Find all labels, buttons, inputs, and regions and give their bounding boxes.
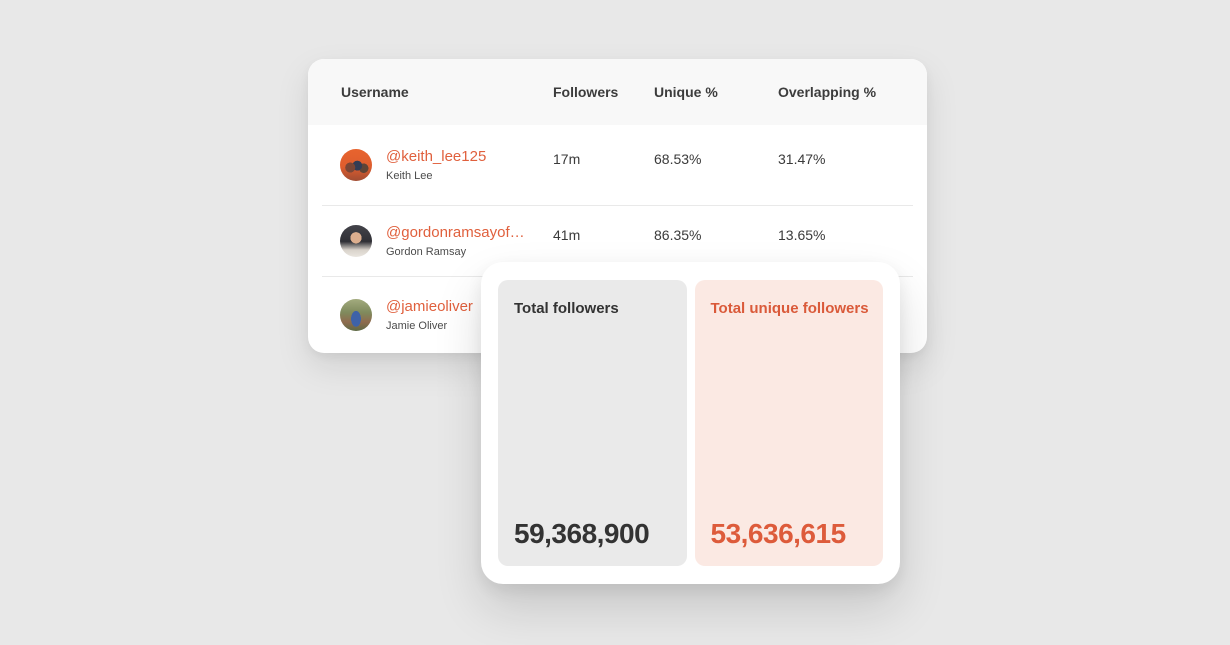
- column-header-followers: Followers: [553, 84, 619, 100]
- total-unique-followers-value: 53,636,615: [710, 518, 847, 549]
- avatar-gordon-ramsay: [340, 225, 372, 257]
- overlapping-pct-cell: 31.47%: [778, 151, 826, 167]
- total-followers-label: Total followers: [514, 300, 619, 317]
- followers-comparison-table-card: Username Followers Unique % Overlapping …: [308, 59, 927, 353]
- unique-pct-cell: 86.35%: [654, 227, 702, 243]
- table-row: @jamieoliver Jamie Oliver: [308, 277, 927, 353]
- table-header: Username Followers Unique % Overlapping …: [308, 59, 927, 125]
- total-unique-followers-label: Total unique followers: [710, 300, 869, 317]
- display-name: Jamie Oliver: [386, 320, 448, 332]
- unique-pct-cell: 68.53%: [654, 151, 702, 167]
- column-header-overlapping-pct: Overlapping %: [778, 84, 877, 100]
- username-link[interactable]: @keith_lee125: [386, 148, 487, 165]
- total-unique-followers-panel: Total unique followers 53,636,615: [694, 280, 883, 566]
- user-name-cell: @gordonramsayof… Gordon Ramsay: [386, 224, 525, 258]
- overlapping-pct-cell: 13.65%: [778, 227, 826, 243]
- avatar-jamie-oliver: [340, 299, 372, 331]
- column-header-unique-pct: Unique %: [654, 84, 718, 100]
- row-divider: [322, 205, 913, 206]
- table-row: @keith_lee125 Keith Lee 17m 68.53% 31.47…: [308, 125, 927, 205]
- followers-cell: 41m: [553, 227, 581, 243]
- display-name: Keith Lee: [386, 170, 433, 182]
- avatar-keith-lee: [340, 149, 372, 181]
- total-followers-value: 59,368,900: [514, 518, 650, 549]
- followers-cell: 17m: [553, 151, 581, 167]
- total-followers-panel: Total followers 59,368,900: [498, 280, 687, 566]
- user-name-cell: @jamieoliver Jamie Oliver: [386, 298, 473, 332]
- column-header-username: Username: [341, 84, 409, 100]
- table-row: @gordonramsayof… Gordon Ramsay 41m 86.35…: [308, 206, 927, 276]
- username-link[interactable]: @gordonramsayof…: [386, 224, 525, 241]
- display-name: Gordon Ramsay: [386, 246, 467, 258]
- user-name-cell: @keith_lee125 Keith Lee: [386, 148, 486, 182]
- username-link[interactable]: @jamieoliver: [386, 298, 473, 315]
- totals-summary-card: Total followers 59,368,900 Total unique …: [481, 262, 900, 584]
